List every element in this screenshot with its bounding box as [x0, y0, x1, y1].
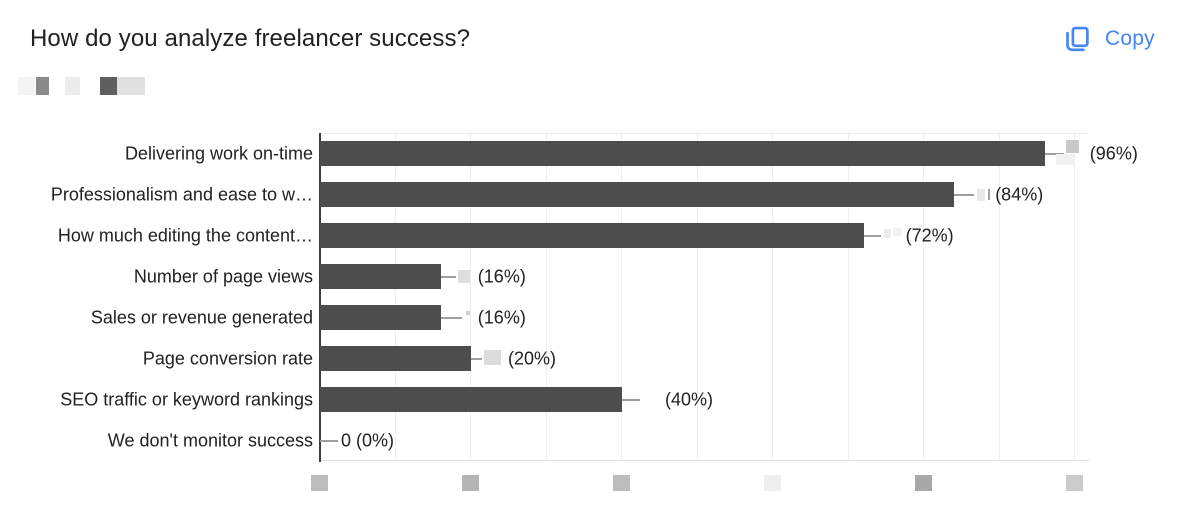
chart-row: Professionalism and ease to w… (84%)	[0, 174, 1200, 215]
redacted-count	[977, 188, 986, 201]
bar	[320, 264, 441, 289]
gridline	[394, 133, 396, 461]
value-label: (16%)	[477, 266, 526, 286]
leader-line	[954, 193, 975, 196]
gridline	[470, 133, 471, 461]
plot-top-border	[319, 133, 1089, 134]
redacted-x-tick-label	[612, 475, 630, 491]
leader-line	[863, 234, 881, 237]
chart-row: We don't monitor success 0 (0%)	[0, 420, 1200, 461]
bar-chart: Delivering work on-time (96%) Professional…	[0, 133, 1200, 493]
leader-line	[440, 316, 462, 319]
y-axis-line	[319, 133, 321, 462]
gridline	[545, 133, 547, 461]
bar	[320, 346, 471, 371]
gridline	[923, 133, 924, 461]
redacted-response-count-block	[18, 77, 35, 95]
redacted-count	[465, 310, 470, 315]
plot-bottom-border	[319, 460, 1089, 461]
bar	[320, 182, 955, 207]
leader-line	[440, 275, 456, 278]
redacted-x-tick-label	[310, 475, 328, 491]
gridline	[621, 133, 622, 461]
chart-row: Page conversion rate (20%)	[0, 338, 1200, 379]
bar	[320, 305, 441, 330]
gridline	[847, 133, 849, 461]
leader-line	[622, 398, 640, 401]
value-label: (96%)	[1089, 143, 1138, 163]
chart-row: Number of page views (16%)	[0, 256, 1200, 297]
category-label: Number of page views	[133, 266, 313, 286]
category-label: How much editing the content…	[57, 225, 313, 245]
copy-button[interactable]: Copy	[1060, 22, 1157, 56]
chart-row: Delivering work on-time (96%)	[0, 133, 1200, 174]
copy-icon	[1062, 24, 1092, 54]
category-label: SEO traffic or keyword rankings	[60, 389, 313, 409]
value-label: 0 (0%)	[341, 430, 395, 450]
value-label: (16%)	[477, 307, 526, 327]
redacted-x-tick-label	[914, 475, 932, 491]
bar	[320, 223, 864, 248]
gridline	[696, 133, 698, 461]
chart-row: Sales or revenue generated (16%)	[0, 297, 1200, 338]
redacted-response-count-block	[65, 77, 80, 95]
redacted-count	[1055, 154, 1075, 165]
category-label: We don't monitor success	[107, 430, 313, 450]
category-label: Sales or revenue generated	[90, 307, 313, 327]
value-label: (40%)	[665, 389, 714, 409]
redacted-x-tick-label	[763, 475, 781, 491]
category-label: Professionalism and ease to w…	[50, 184, 313, 204]
bar	[320, 387, 622, 412]
redacted-response-count-block	[117, 77, 145, 95]
redacted-response-count-block	[36, 77, 49, 95]
question-title: How do you analyze freelancer success?	[30, 25, 471, 52]
value-label: (72%)	[905, 225, 954, 245]
value-label: (20%)	[508, 348, 557, 368]
chart-row: How much editing the content… (72%)	[0, 215, 1200, 256]
gridline	[772, 133, 773, 461]
gridline	[998, 133, 1000, 461]
redacted-count	[988, 189, 991, 200]
redacted-response-count-block	[100, 77, 117, 95]
redacted-count	[892, 227, 901, 236]
redacted-count	[883, 229, 891, 238]
leader-line	[471, 357, 482, 360]
gridline	[1074, 133, 1075, 461]
leader-line	[1044, 152, 1064, 155]
copy-button-label: Copy	[1105, 27, 1155, 50]
redacted-x-tick-label	[1065, 475, 1083, 491]
redacted-count	[1065, 140, 1079, 153]
bar	[320, 141, 1045, 166]
leader-line	[320, 439, 338, 442]
category-label: Page conversion rate	[142, 348, 313, 368]
category-label: Delivering work on-time	[124, 143, 313, 163]
redacted-count	[457, 270, 470, 283]
redacted-x-tick-label	[461, 475, 479, 491]
redacted-count	[484, 350, 501, 365]
chart-row: SEO traffic or keyword rankings (40%)	[0, 379, 1200, 420]
value-label: (84%)	[995, 184, 1044, 204]
